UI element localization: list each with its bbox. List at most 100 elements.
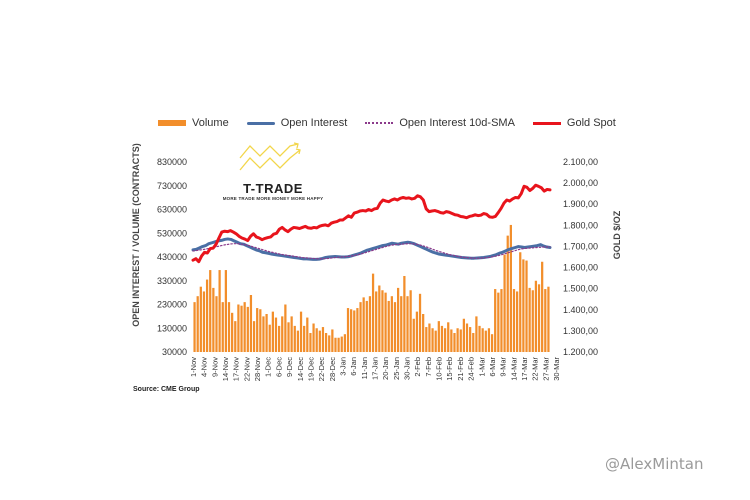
volume-bar — [202, 291, 206, 352]
volume-bar — [340, 336, 343, 352]
volume-bar — [494, 289, 497, 352]
volume-bar — [350, 309, 353, 352]
volume-bar — [215, 296, 218, 352]
y-right-tick-label: 2.100,00 — [563, 157, 598, 167]
volume-bar — [537, 284, 541, 352]
x-tick-label: 3-Jan — [338, 357, 347, 376]
legend-sma-swatch — [365, 122, 394, 124]
y-right-tick-label: 1.400,00 — [563, 305, 598, 315]
legend-gold-label: Gold Spot — [566, 117, 616, 129]
volume-bar — [478, 325, 481, 353]
volume-bar — [309, 333, 312, 352]
y-left-tick-label: 130000 — [157, 323, 187, 333]
y-left-tick-label: 330000 — [157, 276, 187, 286]
rising-arrows-icon — [239, 142, 301, 171]
volume-bar — [290, 316, 293, 353]
x-tick-label: 1-Nov — [189, 357, 198, 377]
volume-bar — [324, 333, 328, 352]
volume-bar — [547, 286, 550, 352]
volume-bar — [387, 300, 390, 352]
volume-bar — [425, 327, 428, 352]
volume-bar — [303, 325, 306, 353]
x-tick-label: 27-Mar — [541, 357, 550, 381]
x-tick-label: 14-Mar — [509, 357, 518, 381]
volume-bar — [403, 276, 406, 352]
volume-bar — [293, 325, 296, 353]
watermark: @AlexMintan — [605, 455, 704, 473]
volume-bar — [484, 330, 487, 353]
x-tick-label: 30-Jan — [403, 357, 412, 380]
x-tick-label: 7-Feb — [424, 357, 433, 377]
legend-open-interest-swatch — [246, 121, 275, 125]
legend-volume-label: Volume — [192, 117, 229, 129]
logo-title: T-TRADE — [243, 181, 303, 196]
x-tick-label: 25-Jan — [392, 357, 401, 380]
volume-bar — [469, 327, 472, 352]
x-tick-label: 11-Jan — [360, 357, 369, 379]
volume-bar — [431, 328, 434, 352]
volume-bar — [390, 296, 393, 352]
y-right-tick-label: 1.900,00 — [563, 199, 598, 209]
y-left-tick-label: 30000 — [162, 347, 187, 357]
legend-open-interest: Open Interest — [246, 117, 347, 129]
gold-spot-line — [191, 183, 552, 264]
x-tick-label: 9-Mar — [499, 357, 508, 377]
x-tick-label: 9-Dec — [285, 357, 294, 377]
volume-bar — [503, 254, 506, 353]
volume-bar — [299, 311, 303, 353]
y-axis-left-title: OPEN INTEREST / VOLUME (CONTRACTS) — [131, 143, 141, 327]
volume-bar — [459, 329, 462, 352]
volume-bar — [515, 291, 519, 352]
x-tick-label: 30-Mar — [552, 357, 561, 381]
x-tick-label: 28-Nov — [253, 357, 262, 381]
volume-bar — [271, 311, 274, 353]
volume-bar — [447, 322, 450, 352]
y-axis-right-title: GOLD $/OZ — [612, 210, 622, 259]
volume-bar — [315, 328, 318, 352]
volume-bar — [472, 333, 475, 352]
legend: Volume Open Interest Open Interest 10d-S… — [158, 117, 634, 129]
x-axis-ticks: 1-Nov 4-Nov 9-Nov 14-Nov 17-Nov 22-Nov 28-Nov 1… — [189, 357, 561, 382]
volume-bar — [381, 290, 384, 352]
volume-bar — [262, 316, 265, 353]
volume-bar — [359, 302, 362, 353]
volume-bar — [284, 304, 287, 352]
volume-bar — [246, 306, 249, 353]
volume-bar — [541, 261, 544, 352]
volume-bar — [481, 328, 484, 352]
volume-bar — [500, 289, 503, 352]
volume-bar — [328, 335, 331, 353]
volume-bar — [218, 270, 221, 352]
volume-bar — [199, 286, 202, 352]
x-tick-label: 20-Jan — [381, 357, 390, 380]
volume-bar — [462, 318, 465, 352]
x-tick-label: 14-Nov — [221, 357, 230, 381]
volume-bar — [396, 287, 400, 353]
volume-bar — [240, 305, 243, 352]
series-lines — [191, 183, 552, 264]
volume-bar — [378, 285, 381, 352]
volume-bar — [362, 297, 365, 353]
volume-bar — [384, 292, 387, 353]
volume-bar — [393, 302, 397, 353]
y-right-tick-label: 1.300,00 — [563, 326, 598, 336]
volume-bar — [465, 323, 469, 352]
y-left-tick-label: 830000 — [157, 157, 187, 167]
x-tick-label: 4-Nov — [200, 357, 209, 377]
volume-bar — [277, 325, 281, 353]
x-tick-label: 22-Nov — [242, 357, 251, 381]
y-right-tick-label: 1.200,00 — [563, 347, 598, 357]
volume-bars — [193, 224, 550, 353]
x-tick-label: 6-Dec — [274, 357, 283, 377]
volume-bar — [356, 308, 359, 352]
volume-bar — [409, 290, 412, 352]
right-axis-ticks: 2.100,00 2.000,00 1.900,00 1.800,00 1.700,00… — [563, 157, 598, 357]
volume-bar — [456, 328, 459, 352]
volume-bar — [205, 279, 209, 352]
left-axis-ticks: 830000 730000 630000 530000 430000 330000 2300… — [157, 157, 187, 357]
volume-bar — [412, 318, 415, 352]
volume-bar — [231, 312, 234, 352]
volume-bar — [274, 317, 278, 352]
volume-bar — [443, 328, 447, 352]
